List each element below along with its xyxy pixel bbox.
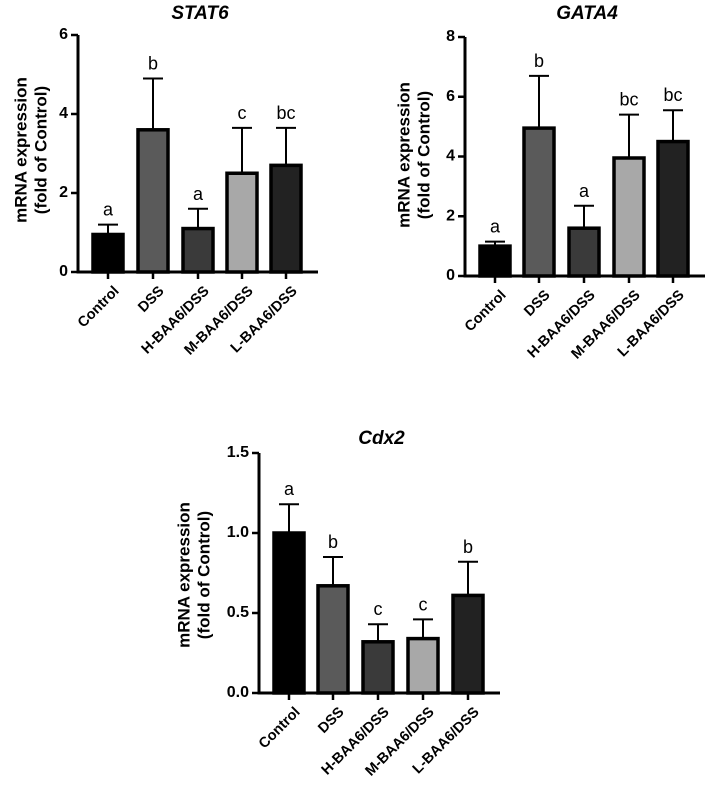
y-tick-label: 0 xyxy=(59,263,68,280)
significance-label: a xyxy=(490,217,501,237)
bar xyxy=(567,226,601,278)
bar xyxy=(225,171,259,274)
y-axis-label: (fold of Control) xyxy=(31,86,50,214)
y-axis-label: mRNA expression xyxy=(394,82,413,228)
bar xyxy=(612,156,646,278)
y-tick-label: 0 xyxy=(446,267,455,284)
chart-stat6: STAT6 mRNA expression (fold of Control) a Co… xyxy=(11,3,318,358)
y-axis-label: mRNA expression xyxy=(11,77,30,223)
chart-title: GATA4 xyxy=(556,3,618,24)
y-axis-label: mRNA expression xyxy=(174,502,193,648)
x-tick-label: Control xyxy=(256,704,304,752)
y-tick-label: 6 xyxy=(59,26,68,43)
chart-cdx2: Cdx2 mRNA expression (fold of Control) a Con… xyxy=(174,428,500,779)
bar xyxy=(406,636,440,695)
significance-label: c xyxy=(419,594,428,614)
significance-label: bc xyxy=(663,85,682,105)
x-tick-label: Control xyxy=(75,283,123,331)
bar xyxy=(316,584,350,695)
significance-label: b xyxy=(463,537,473,557)
bar xyxy=(91,232,125,274)
bar xyxy=(269,163,303,274)
chart-title: STAT6 xyxy=(171,3,229,24)
significance-label: c xyxy=(374,599,383,619)
x-tick-label: DSS xyxy=(135,283,168,316)
significance-label: b xyxy=(534,51,544,71)
significance-label: a xyxy=(193,184,204,204)
chart-gata4: GATA4 mRNA expression (fold of Control) a Co… xyxy=(394,3,705,362)
significance-label: b xyxy=(148,53,158,73)
x-tick-label: DSS xyxy=(315,704,348,737)
bar xyxy=(272,531,306,695)
significance-label: b xyxy=(328,532,338,552)
bar xyxy=(136,128,170,274)
chart-title: Cdx2 xyxy=(358,428,405,449)
bar xyxy=(522,126,556,278)
y-tick-label: 2 xyxy=(59,184,68,201)
y-axis-label: (fold of Control) xyxy=(414,91,433,219)
significance-label: bc xyxy=(619,90,638,110)
bar xyxy=(451,593,485,695)
y-axis-label: (fold of Control) xyxy=(194,511,213,639)
y-tick-label: 4 xyxy=(446,148,455,165)
significance-label: bc xyxy=(276,103,295,123)
significance-label: a xyxy=(284,479,295,499)
bar xyxy=(181,226,215,274)
bar xyxy=(478,244,512,278)
significance-label: c xyxy=(238,103,247,123)
x-tick-label: DSS xyxy=(521,287,554,320)
y-tick-label: 2 xyxy=(446,207,455,224)
x-tick-label: Control xyxy=(462,287,510,335)
y-tick-label: 8 xyxy=(446,28,455,45)
y-tick-label: 4 xyxy=(59,105,68,122)
bar xyxy=(361,640,395,695)
y-tick-label: 0.5 xyxy=(227,604,249,621)
bar xyxy=(656,139,690,278)
significance-label: a xyxy=(103,200,114,220)
y-tick-label: 1.5 xyxy=(227,444,249,461)
y-tick-label: 6 xyxy=(446,88,455,105)
y-tick-label: 1.0 xyxy=(227,524,249,541)
y-tick-label: 0.0 xyxy=(227,684,249,701)
significance-label: a xyxy=(579,181,590,201)
